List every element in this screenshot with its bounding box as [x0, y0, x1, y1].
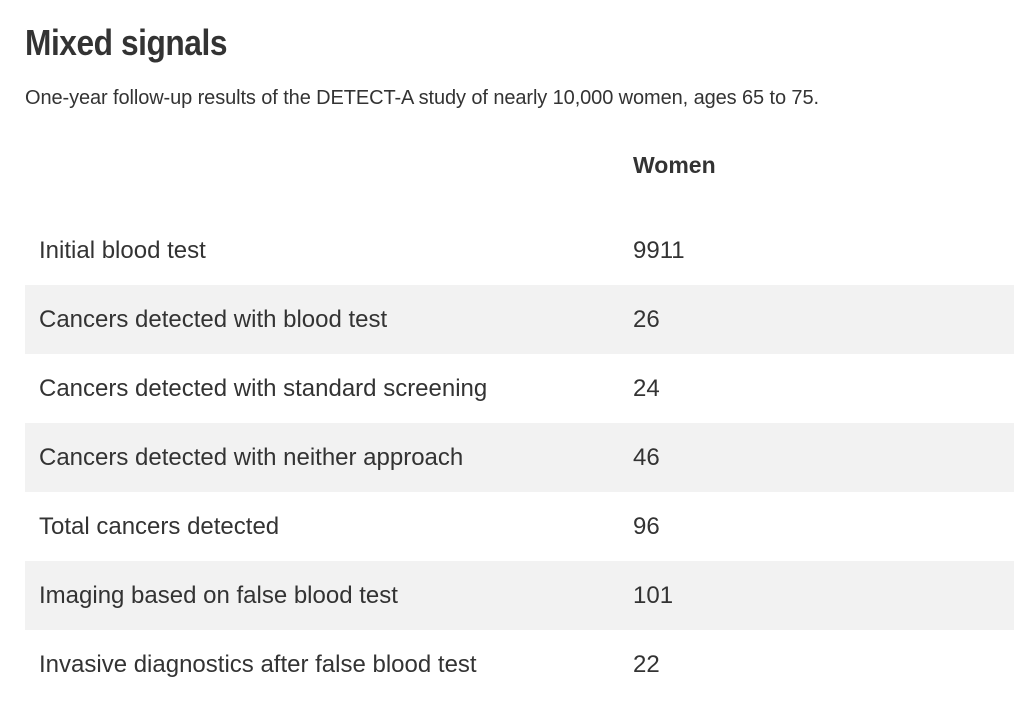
row-value: 96 — [633, 512, 660, 540]
chart-container: Mixed signals One-year follow-up results… — [25, 20, 1014, 699]
table-header-row: Women — [25, 152, 1014, 216]
row-value: 22 — [633, 650, 660, 678]
table-row: Invasive diagnostics after false blood t… — [25, 630, 1014, 699]
table-body: Initial blood test 9911 Cancers detected… — [25, 216, 1014, 699]
row-label: Initial blood test — [39, 236, 206, 264]
data-table: Women Initial blood test 9911 Cancers de… — [25, 152, 1014, 699]
row-label: Total cancers detected — [39, 512, 280, 540]
row-label: Imaging based on false blood test — [25, 561, 633, 630]
row-value: 46 — [633, 423, 1014, 492]
table-row: Cancers detected with blood test 26 — [25, 285, 1014, 354]
table-row: Total cancers detected 96 — [25, 492, 1014, 561]
chart-title: Mixed signals — [25, 22, 228, 63]
row-label: Cancers detected with neither approach — [25, 423, 633, 492]
table-row: Imaging based on false blood test 101 — [25, 561, 1014, 630]
row-value: 9911 — [633, 236, 685, 264]
row-value: 24 — [633, 374, 660, 402]
row-value: 101 — [633, 561, 1014, 630]
row-label: Cancers detected with standard screening — [39, 374, 488, 402]
chart-subtitle: One-year follow-up results of the DETECT… — [25, 87, 819, 109]
table-row: Cancers detected with standard screening… — [25, 354, 1014, 423]
header-label-column — [25, 152, 633, 216]
row-value: 26 — [633, 285, 1014, 354]
row-label: Invasive diagnostics after false blood t… — [39, 650, 477, 678]
table-row: Initial blood test 9911 — [25, 216, 1014, 285]
table-row: Cancers detected with neither approach 4… — [25, 423, 1014, 492]
header-women-column: Women — [633, 152, 716, 178]
row-label: Cancers detected with blood test — [25, 285, 633, 354]
